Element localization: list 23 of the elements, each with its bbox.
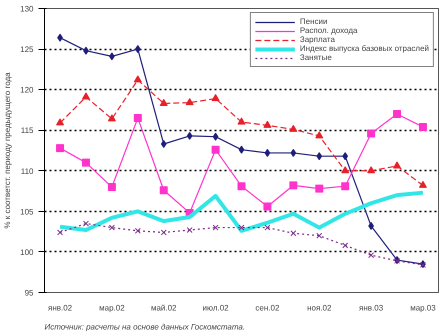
x-tick-label: сен.02 <box>255 304 280 312</box>
y-tick-label: 110 <box>20 166 34 176</box>
legend-label: Пенсии <box>300 17 328 26</box>
legend-label: Распол. дохода <box>300 26 358 35</box>
x-tick-label: янв.02 <box>48 304 73 312</box>
y-tick-label: 115 <box>20 126 34 136</box>
y-tick-label: 120 <box>20 86 34 95</box>
x-tick-label: май.02 <box>150 304 178 312</box>
x-tick-label: мар.02 <box>99 304 126 312</box>
x-tick-label: мар.03 <box>410 304 436 312</box>
y-tick-label: 100 <box>20 248 34 257</box>
x-tick-label: июл.02 <box>202 304 230 312</box>
legend-label: Индекс выпуска базовых отраслей <box>300 44 429 53</box>
legend-label: Зарплата <box>300 35 335 44</box>
x-tick-label: ноя.02 <box>307 304 332 312</box>
y-tick-label: 105 <box>20 207 34 216</box>
legend-label: Занятые <box>300 53 332 62</box>
y-tick-label: 95 <box>24 288 34 298</box>
y-axis-title: % к соответст. периоду предыдущего года <box>3 72 12 229</box>
y-tick-label: 125 <box>20 45 34 54</box>
text: Источник: расчеты на основе данных Госкомстата. <box>44 322 246 332</box>
y-tick-label: 130 <box>20 4 34 14</box>
x-tick-label: янв.03 <box>359 304 384 312</box>
